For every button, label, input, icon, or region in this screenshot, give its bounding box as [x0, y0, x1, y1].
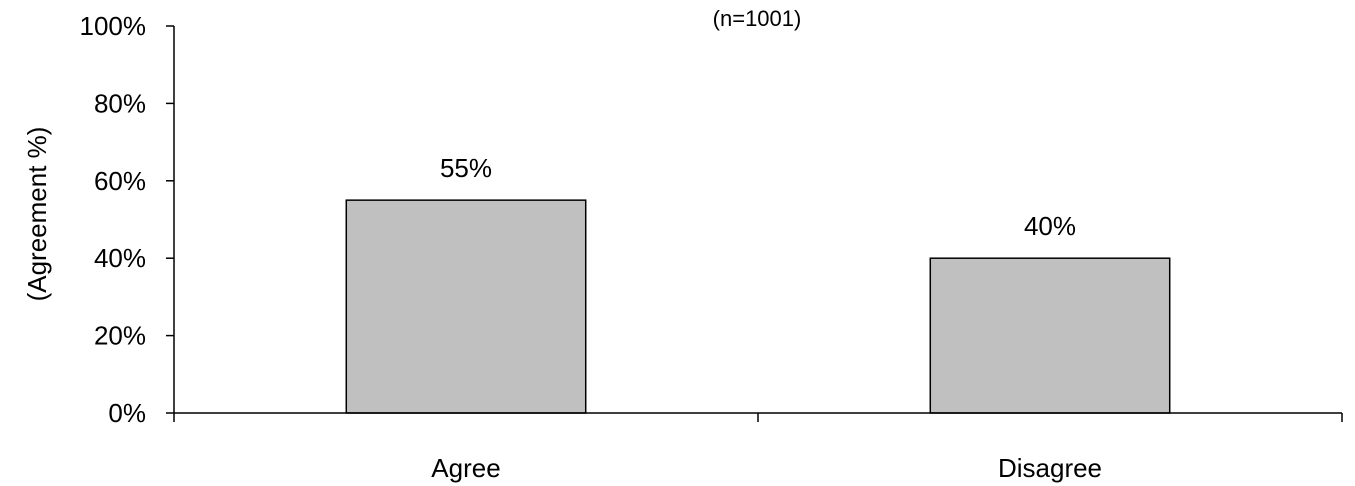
x-axis: Agree Disagree — [173, 412, 1343, 483]
y-tick-label: 40% — [94, 243, 146, 273]
category-label-agree: Agree — [431, 453, 500, 483]
y-axis: 0% 20% 40% 60% 80% 100% — [80, 11, 175, 428]
bars: 55% 40% — [345, 153, 1171, 414]
y-tick-label: 60% — [94, 166, 146, 196]
y-axis-label: (Agreement %) — [22, 127, 52, 302]
category-label-disagree: Disagree — [998, 453, 1102, 483]
data-label-agree: 55% — [440, 153, 492, 183]
data-label-disagree: 40% — [1024, 211, 1076, 241]
y-tick-label: 100% — [80, 11, 147, 41]
bar-agree — [345, 199, 587, 414]
y-tick-label: 20% — [94, 321, 146, 351]
chart-subtitle: (n=1001) — [713, 6, 802, 31]
bar-disagree — [929, 257, 1171, 414]
y-tick-label: 80% — [94, 88, 146, 118]
y-tick-label: 0% — [108, 398, 146, 428]
